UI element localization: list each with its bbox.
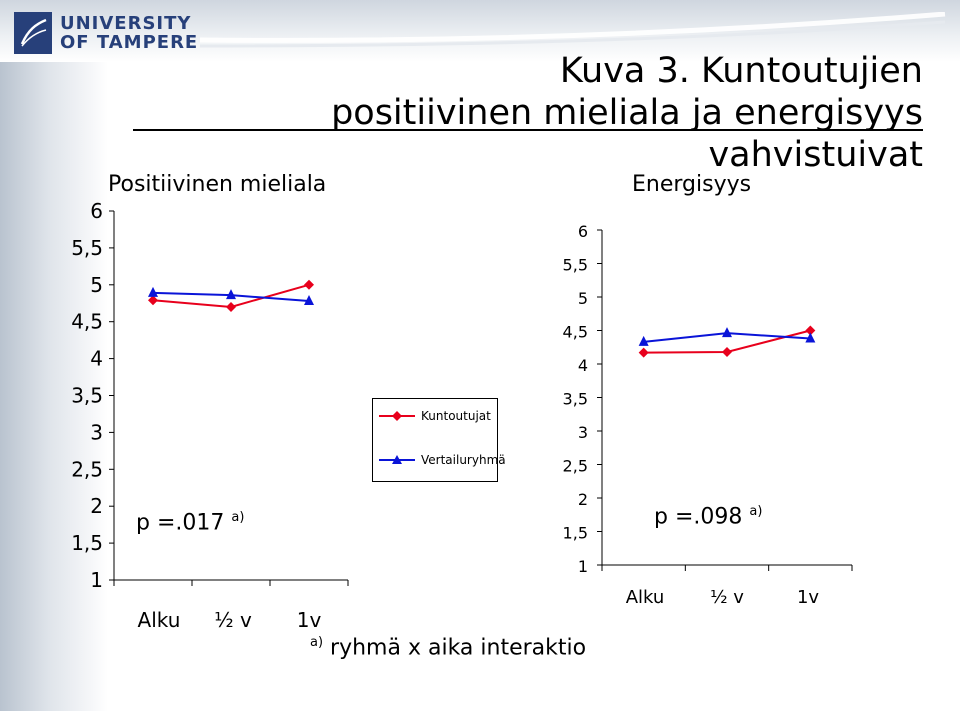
x-category-label: Alku	[138, 608, 181, 632]
x-category-label: ½ v	[214, 608, 252, 632]
footnote-text: ryhmä x aika interaktio	[330, 635, 587, 661]
data-point-vertailuryhma	[805, 332, 816, 343]
y-tick-label: 1,5	[563, 524, 588, 543]
y-tick-label: 6	[578, 222, 588, 241]
chart-1-title: Positiivinen mieliala	[108, 172, 327, 197]
y-tick-label: 6	[90, 199, 103, 223]
y-tick-label: 2	[90, 494, 103, 518]
data-point-kuntoutujat	[722, 346, 732, 357]
logo-emblem-icon	[14, 12, 52, 54]
x-category-label: ½ v	[710, 587, 744, 608]
p-value-superscript: a)	[749, 504, 763, 519]
legend-label: Vertailuryhmä	[421, 453, 506, 467]
data-point-vertailuryhma	[722, 327, 732, 338]
x-category-label: Alku	[626, 587, 665, 608]
legend-item-kuntoutujat: Kuntoutujat	[379, 409, 491, 423]
y-tick-label: 2,5	[71, 457, 103, 481]
p-value-text: p =.098	[654, 504, 743, 530]
logo-text: UNIVERSITY OF TAMPERE	[60, 14, 198, 52]
data-point-vertailuryhma	[148, 286, 158, 297]
p-value-superscript: a)	[231, 510, 245, 525]
legend-swatch-blue-triangle-icon	[379, 455, 415, 464]
side-gradient-band	[0, 0, 108, 711]
y-tick-label: 5	[90, 273, 103, 297]
legend-label: Kuntoutujat	[421, 409, 491, 423]
y-tick-label: 5	[578, 289, 588, 308]
title-line-1: Kuva 3. Kuntoutujien	[559, 51, 923, 91]
data-point-kuntoutujat	[226, 301, 236, 312]
header-swoosh-decoration	[200, 12, 946, 48]
chart-1-p-value: p =.017 a)	[136, 510, 244, 535]
y-tick-label: 1,5	[71, 531, 103, 555]
y-tick-label: 2,5	[563, 457, 588, 476]
data-point-vertailuryhma	[226, 289, 236, 300]
y-tick-label: 2	[578, 490, 588, 509]
legend-swatch-red-diamond-icon	[379, 411, 415, 421]
y-tick-label: 1	[90, 568, 103, 592]
y-tick-label: 5,5	[71, 236, 103, 260]
y-tick-label: 3,5	[71, 384, 103, 408]
p-value-text: p =.017	[136, 510, 225, 536]
x-category-label: 1v	[797, 587, 819, 608]
y-tick-label: 4,5	[563, 323, 588, 342]
chart-2-p-value: p =.098 a)	[654, 504, 762, 529]
chart-2-title: Energisyys	[632, 172, 752, 197]
chart-legend: Kuntoutujat Vertailuryhmä	[372, 398, 506, 482]
y-tick-label: 4	[578, 356, 588, 375]
data-point-kuntoutujat	[638, 347, 649, 358]
data-point-kuntoutujat	[148, 295, 158, 306]
page-title: Kuva 3. Kuntoutujien positiivinen mielia…	[133, 50, 923, 176]
legend-item-vertailuryhma: Vertailuryhmä	[379, 453, 506, 467]
y-tick-label: 4	[90, 347, 103, 371]
logo-line-1: UNIVERSITY	[60, 13, 192, 34]
y-tick-label: 3,5	[563, 390, 588, 409]
data-point-vertailuryhma	[638, 335, 649, 346]
logo-line-2: OF TAMPERE	[60, 32, 199, 53]
y-tick-label: 3	[90, 420, 103, 444]
data-point-kuntoutujat	[805, 325, 816, 336]
y-tick-label: 1	[578, 557, 588, 576]
y-tick-label: 4,5	[71, 310, 103, 334]
y-tick-label: 3	[578, 423, 588, 442]
title-underline	[133, 129, 923, 131]
footnote-marker: a)	[310, 635, 324, 650]
footnote: a) ryhmä x aika interaktio	[310, 635, 586, 660]
university-logo: UNIVERSITY OF TAMPERE	[14, 12, 198, 54]
data-point-kuntoutujat	[304, 279, 314, 290]
x-category-label: 1v	[297, 608, 322, 632]
title-line-2: positiivinen mieliala ja energisyys vahv…	[331, 93, 923, 175]
data-point-vertailuryhma	[304, 295, 314, 306]
y-tick-label: 5,5	[563, 256, 588, 275]
